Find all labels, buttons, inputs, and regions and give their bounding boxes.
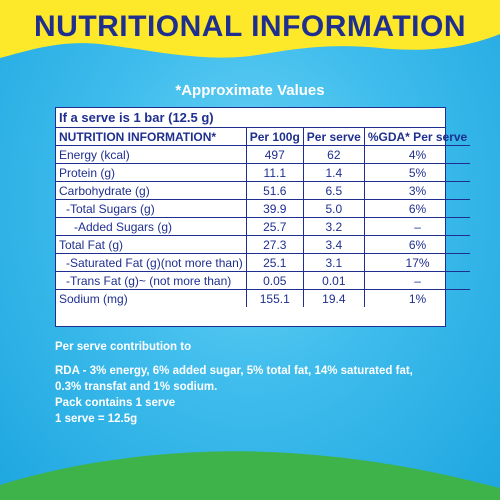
table-row: Protein (g) 11.1 1.4 5% <box>56 163 471 182</box>
gda-value: 6% <box>363 199 471 218</box>
per-100g-value: 39.9 <box>245 199 304 218</box>
table-row: Sodium (mg) 155.1 19.4 1% <box>56 289 471 307</box>
per-serve-value: 3.1 <box>302 253 365 272</box>
column-header: %GDA* Per serve <box>363 128 471 146</box>
nutrient-name: -Trans Fat (g)~ (not more than) <box>56 271 247 290</box>
header-banner: NUTRITIONAL INFORMATION <box>0 0 500 62</box>
table-row: -Trans Fat (g)~ (not more than) 0.05 0.0… <box>56 271 471 290</box>
table-row: Total Fat (g) 27.3 3.4 6% <box>56 235 471 254</box>
nutrient-name: -Saturated Fat (g)(not more than) <box>56 253 247 272</box>
per-serve-value: 3.2 <box>302 217 365 236</box>
table-row: -Saturated Fat (g)(not more than) 25.1 3… <box>56 253 471 272</box>
gda-value: 5% <box>363 163 471 182</box>
per-serve-value: 62 <box>302 145 365 164</box>
gda-value: 17% <box>363 253 471 272</box>
nutrient-name: Sodium (mg) <box>56 289 247 307</box>
per-100g-value: 0.05 <box>245 271 304 290</box>
pack-contents: Pack contains 1 serve <box>55 397 176 409</box>
per-100g-value: 11.1 <box>245 163 304 182</box>
approximate-values-label: *Approximate Values <box>175 82 325 99</box>
column-header: Per 100g <box>245 128 304 146</box>
per-serve-value: 0.01 <box>302 271 365 290</box>
per-100g-value: 25.1 <box>245 253 304 272</box>
per-serve-value: 6.5 <box>302 181 365 200</box>
nutrition-grid: NUTRITION INFORMATION* Per 100g Per serv… <box>56 128 471 307</box>
nutrient-name: -Added Sugars (g) <box>56 217 247 236</box>
per-serve-value: 1.4 <box>302 163 365 182</box>
nutrient-name: -Total Sugars (g) <box>56 199 247 218</box>
contribution-heading: Per serve contribution to <box>55 341 192 353</box>
table-row: Carbohydrate (g) 51.6 6.5 3% <box>56 181 471 200</box>
serve-contribution-text: Per serve contribution to RDA - 3% energ… <box>55 339 475 427</box>
rda-line-1: RDA - 3% energy, 6% added sugar, 5% tota… <box>55 365 413 377</box>
per-100g-value: 25.7 <box>245 217 304 236</box>
column-header: NUTRITION INFORMATION* <box>56 128 247 146</box>
gda-value: 3% <box>363 181 471 200</box>
per-100g-value: 51.6 <box>245 181 304 200</box>
per-serve-value: 3.4 <box>302 235 365 254</box>
gda-value: 4% <box>363 145 471 164</box>
gda-value: 1% <box>363 289 471 307</box>
rda-line-2: 0.3% transfat and 1% sodium. <box>55 381 218 393</box>
column-header: Per serve <box>302 128 365 146</box>
serve-size-label: If a serve is 1 bar (12.5 g) <box>56 108 445 128</box>
serve-size: 1 serve = 12.5g <box>55 413 138 425</box>
per-serve-value: 5.0 <box>302 199 365 218</box>
table-header-row: NUTRITION INFORMATION* Per 100g Per serv… <box>56 128 471 146</box>
nutrient-name: Energy (kcal) <box>56 145 247 164</box>
per-100g-value: 155.1 <box>245 289 304 307</box>
per-serve-value: 19.4 <box>302 289 365 307</box>
nutrient-name: Protein (g) <box>56 163 247 182</box>
nutrition-table: If a serve is 1 bar (12.5 g) NUTRITION I… <box>55 107 471 327</box>
gda-value: – <box>363 271 471 290</box>
nutrient-name: Total Fat (g) <box>56 235 247 254</box>
gda-value: – <box>363 217 471 236</box>
yellow-wave-shape <box>0 0 500 58</box>
table-row: -Total Sugars (g) 39.9 5.0 6% <box>56 199 471 218</box>
nutrient-name: Carbohydrate (g) <box>56 181 247 200</box>
green-hill-shape <box>0 451 500 500</box>
per-100g-value: 497 <box>245 145 304 164</box>
table-row: Energy (kcal) 497 62 4% <box>56 145 471 164</box>
table-row: -Added Sugars (g) 25.7 3.2 – <box>56 217 471 236</box>
per-100g-value: 27.3 <box>245 235 304 254</box>
page-title: NUTRITIONAL INFORMATION <box>33 10 466 43</box>
gda-value: 6% <box>363 235 471 254</box>
